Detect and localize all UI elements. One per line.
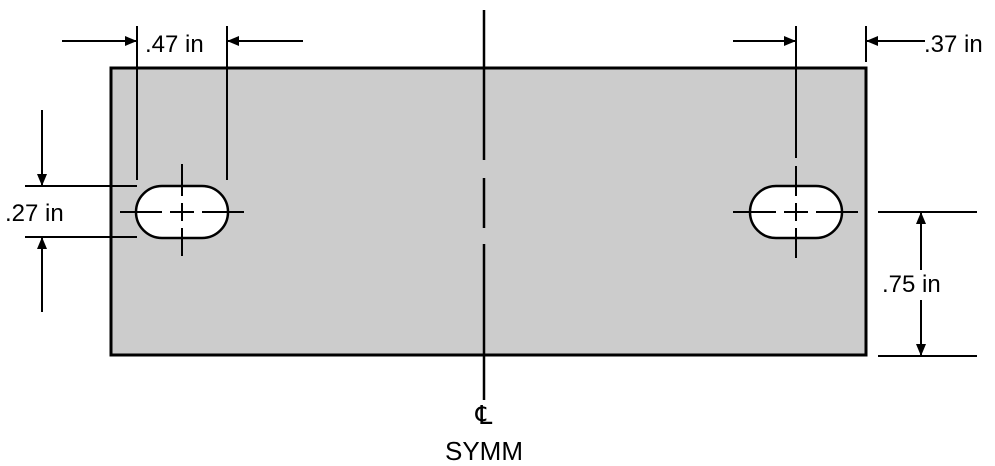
right-slot <box>733 26 858 258</box>
slot-height-label: .27 in <box>5 200 64 227</box>
dimension-slot-width <box>62 26 303 180</box>
slot-width-label: .47 in <box>145 31 204 58</box>
dimension-edge-to-slot <box>733 26 925 62</box>
centerline-symbol: ℄ <box>475 400 493 430</box>
right-slot-center-mark <box>733 26 858 258</box>
left-slot <box>120 164 244 256</box>
left-slot-center-mark <box>120 164 244 256</box>
symmetry-label: SYMM <box>445 436 523 466</box>
dimension-slot-height <box>25 110 137 312</box>
slot-to-bottom-label: .75 in <box>882 271 941 298</box>
dimension-slot-to-bottom <box>878 211 977 357</box>
edge-to-slot-label: .37 in <box>924 31 983 58</box>
